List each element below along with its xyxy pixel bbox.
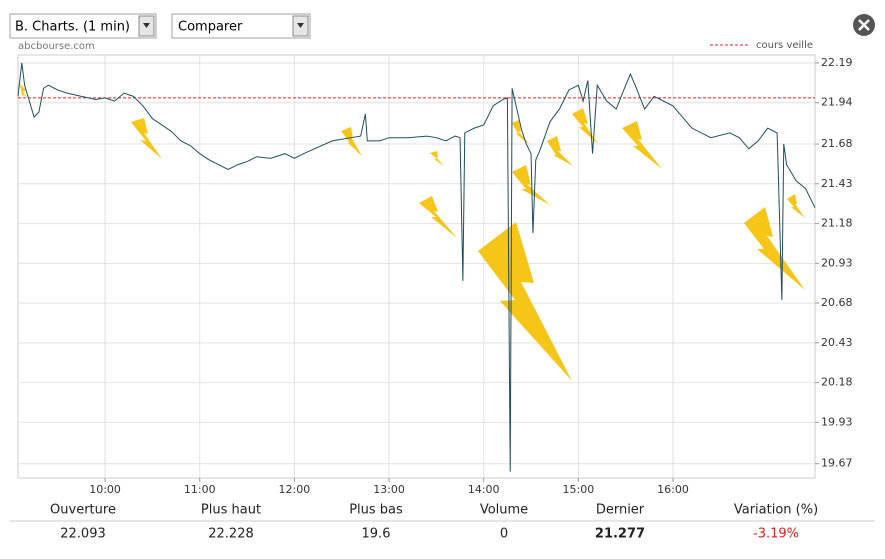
close-icon <box>858 19 870 31</box>
bolt <box>131 118 162 159</box>
dropdown-arrow <box>143 23 150 28</box>
x-tick-label: 16:00 <box>657 483 689 496</box>
y-tick-label: 20.93 <box>821 256 853 269</box>
legend-label: cours veille <box>756 40 813 51</box>
stat-value: 21.277 <box>595 527 645 542</box>
bolt <box>430 151 444 166</box>
plot-area <box>17 54 816 479</box>
y-tick-label: 20.43 <box>821 336 853 349</box>
y-tick-label: 21.43 <box>821 177 853 190</box>
period-label: B. Charts. (1 min) <box>15 20 130 35</box>
bolt <box>547 136 573 166</box>
period-select[interactable] <box>9 13 157 39</box>
y-tick-label: 19.93 <box>821 415 853 428</box>
bolt <box>787 194 805 218</box>
x-tick-label: 14:00 <box>468 483 500 496</box>
stat-value: 0 <box>500 527 508 542</box>
y-tick-label: 19.67 <box>821 457 853 470</box>
compare-select[interactable] <box>171 13 311 39</box>
source-label: abcbourse.com <box>18 41 95 52</box>
stat-header: Variation (%) <box>734 503 818 518</box>
stat-value: 22.228 <box>208 527 254 542</box>
compare-label: Comparer <box>178 20 243 35</box>
bolt <box>512 120 530 145</box>
bolt <box>622 121 662 169</box>
bolt <box>419 196 457 238</box>
stat-header: Plus bas <box>349 503 403 518</box>
bolt <box>20 84 28 98</box>
y-tick-label: 22.19 <box>821 56 853 69</box>
stat-value: 22.093 <box>60 527 106 542</box>
y-tick-label: 20.68 <box>821 296 853 309</box>
stat-value: -3.19% <box>753 527 799 542</box>
y-tick-label: 21.94 <box>821 96 853 109</box>
bolt <box>744 207 805 290</box>
bolt <box>478 222 572 381</box>
x-tick-label: 11:00 <box>184 483 216 496</box>
y-tick-label: 20.18 <box>821 376 853 389</box>
bolt <box>512 165 550 205</box>
stat-header: Volume <box>480 503 528 518</box>
y-tick-label: 21.18 <box>821 217 853 230</box>
y-tick-label: 21.68 <box>821 137 853 150</box>
x-tick-label: 15:00 <box>563 483 595 496</box>
stat-header: Dernier <box>596 503 645 518</box>
dropdown-arrow <box>297 23 304 28</box>
bolt <box>341 127 362 156</box>
x-tick-label: 12:00 <box>279 483 311 496</box>
x-tick-label: 10:00 <box>89 483 121 496</box>
x-tick-label: 13:00 <box>373 483 405 496</box>
stat-header: Ouverture <box>50 503 116 518</box>
price-line <box>17 62 816 472</box>
stat-header: Plus haut <box>201 503 261 518</box>
stat-value: 19.6 <box>362 527 391 542</box>
